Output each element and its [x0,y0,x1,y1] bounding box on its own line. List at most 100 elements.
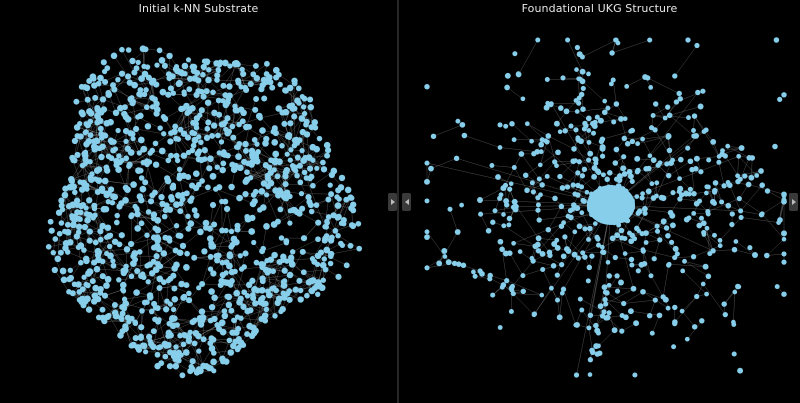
graph-node [309,277,317,284]
graph-node [690,254,697,260]
graph-node [325,196,332,203]
graph-node [77,120,83,127]
graph-node [136,150,142,156]
graph-node [283,240,290,246]
graph-node [524,187,530,194]
graph-node [258,188,266,195]
graph-node [234,108,240,114]
graph-node [138,324,145,331]
graph-node [185,57,192,63]
graph-node [664,161,670,167]
graph-node [91,292,99,299]
graph-node [748,174,755,181]
graph-node [704,190,709,196]
graph-node [167,138,174,145]
graph-node [291,113,298,120]
graph-node [146,333,153,340]
graph-node [320,166,328,173]
graph-node [301,110,308,117]
graph-node [92,284,100,292]
graph-node [544,77,550,82]
graph-node [189,358,196,365]
graph-node [545,133,552,139]
graph-node [231,237,238,244]
graph-node [99,306,106,313]
graph-node [731,322,737,327]
graph-node [578,91,585,98]
graph-node [258,86,265,93]
graph-node [150,244,158,251]
graph-node [224,129,231,137]
panel-divider[interactable] [397,0,399,403]
graph-node [187,220,195,227]
graph-node [215,132,221,139]
graph-node [104,250,110,257]
graph-node [445,259,452,266]
graph-node [296,162,303,169]
graph-node [601,109,608,116]
graph-node [627,173,634,180]
graph-node [111,238,119,245]
graph-node [207,317,214,324]
graph-node [112,312,120,320]
graph-node [271,125,278,132]
graph-node [609,235,616,242]
graph-node [343,196,350,203]
graph-node [64,228,72,236]
left-panel-collapse-button[interactable] [388,193,397,211]
right-panel-expand-button[interactable] [402,193,411,211]
graph-node [665,305,671,311]
graph-node [575,170,581,176]
graph-node [485,227,492,234]
graph-node [355,220,362,227]
graph-node [543,104,550,111]
graph-node [624,141,631,147]
graph-node [634,155,641,162]
graph-node [235,61,241,68]
graph-node [699,215,704,221]
graph-node [668,160,674,167]
graph-node [282,181,289,188]
graph-node [712,187,718,194]
graph-node [210,270,217,277]
graph-node [510,283,515,289]
right-panel-collapse-button[interactable] [789,193,798,211]
graph-node [70,221,77,229]
graph-node [98,153,105,161]
graph-node [201,248,208,255]
graph-node [721,183,727,189]
graph-node [311,119,319,126]
graph-node [607,214,613,220]
graph-node [602,296,608,303]
graph-node [105,153,112,160]
graph-node [560,75,566,81]
graph-node [137,249,143,255]
graph-node [140,271,146,277]
graph-node [86,237,93,244]
graph-node [640,191,645,197]
graph-node [694,293,700,300]
graph-node [199,88,205,95]
graph-node [645,75,651,81]
graph-node [736,196,742,202]
graph-node [588,207,594,213]
graph-node [286,271,294,279]
graph-node [177,332,183,339]
graph-node [576,223,583,230]
graph-node [147,198,155,205]
graph-node [641,261,648,267]
graph-node [289,249,296,255]
graph-node [110,258,116,264]
graph-node [154,234,161,240]
graph-node [504,72,511,79]
graph-node [616,205,622,211]
graph-node [742,173,748,179]
graph-node [554,272,560,278]
graph-node [149,94,156,101]
graph-node [712,180,719,186]
graph-node [513,204,519,210]
graph-node [536,217,542,223]
graph-node [244,331,251,338]
chevron-right-icon [791,199,796,205]
graph-node [234,314,241,320]
